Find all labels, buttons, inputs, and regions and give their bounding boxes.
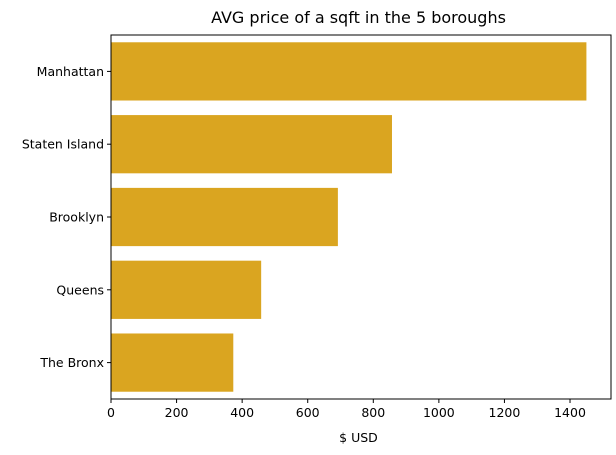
plot-frame	[110, 34, 612, 400]
x-tick-label: 1200	[489, 405, 521, 420]
bar-brooklyn	[111, 187, 338, 247]
x-tick-label: 200	[165, 405, 189, 420]
y-tick-label: Brooklyn	[49, 210, 104, 225]
x-tick-label: 1400	[554, 405, 586, 420]
x-axis-ticks: 0 200 400 600 800 1000 1200 1400	[107, 399, 586, 420]
bar-staten-island	[111, 115, 392, 174]
x-tick-label: 600	[296, 405, 320, 420]
bar-the-bronx	[111, 333, 234, 392]
bar-queens	[111, 260, 262, 319]
y-tick-label: Queens	[56, 282, 104, 297]
chart-title: AVG price of a sqft in the 5 boroughs	[211, 8, 506, 27]
x-tick-label: 400	[230, 405, 254, 420]
x-tick-label: 0	[107, 405, 115, 420]
y-tick-label: Manhattan	[37, 64, 104, 79]
x-axis-label: $ USD	[339, 430, 378, 445]
bars-group	[111, 42, 587, 392]
y-axis-ticks: Manhattan Staten Island Brooklyn Queens The …	[22, 64, 111, 370]
bar-manhattan	[111, 42, 587, 101]
y-tick-label: Staten Island	[22, 137, 104, 152]
x-tick-label: 800	[361, 405, 385, 420]
x-tick-label: 1000	[423, 405, 455, 420]
y-tick-label: The Bronx	[39, 355, 104, 370]
